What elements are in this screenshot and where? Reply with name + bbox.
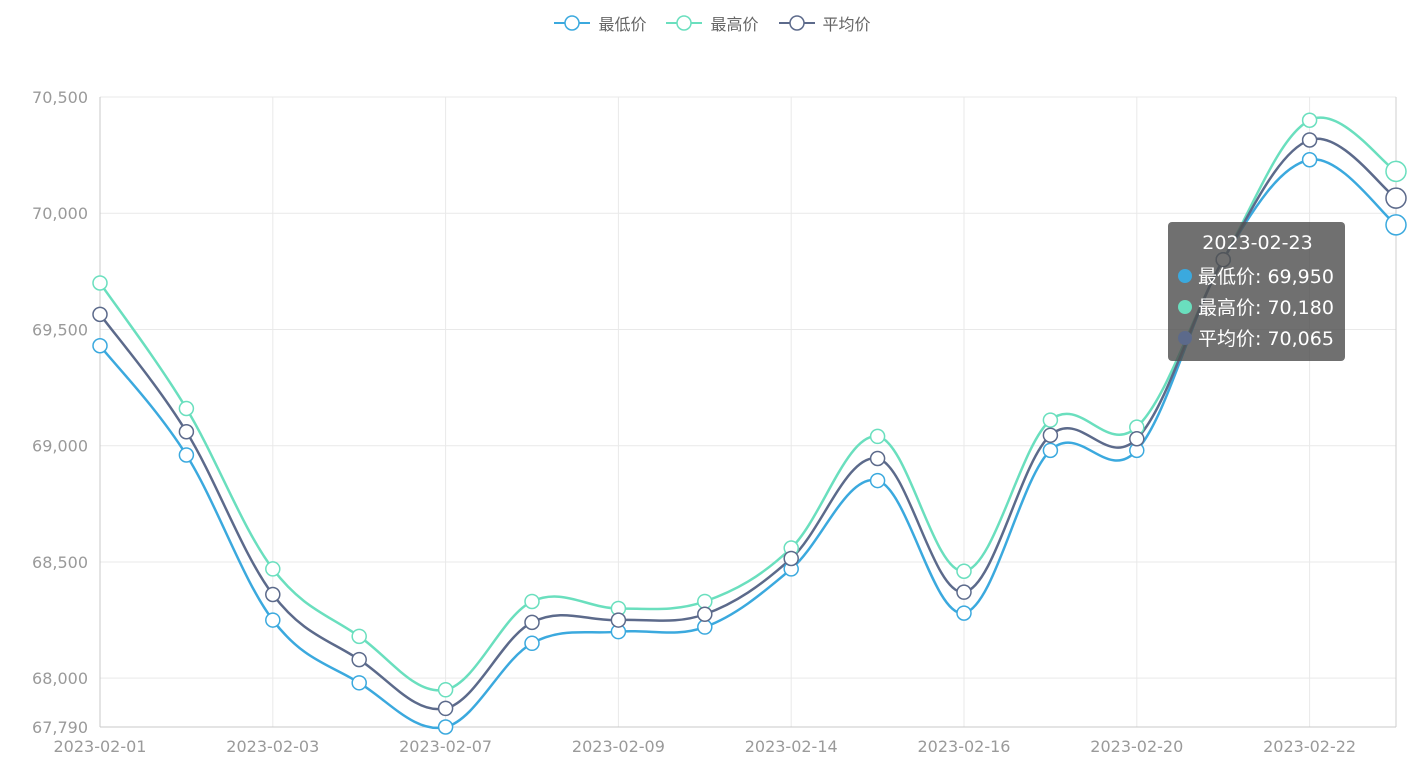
data-point-avg (697, 606, 713, 623)
legend-avg-icon (778, 15, 815, 31)
legend-item-avg[interactable]: 平均价 (777, 10, 871, 36)
chart-legend: 最低价 最高价 平均价 (0, 10, 1423, 36)
legend-label-min: 最低价 (598, 15, 647, 34)
tooltip: 2023-02-23 最低价: 69,950 最高价: 70,180 平均价: … (1168, 222, 1345, 361)
data-point-min (869, 472, 886, 489)
tooltip-row-avg: 平均价: 70,065 (1178, 322, 1337, 353)
data-point-max (351, 628, 367, 645)
x-tick-label: 2023-02-22 (1263, 737, 1356, 756)
data-point-avg (783, 550, 799, 567)
data-point-max (178, 400, 195, 417)
x-tick-label: 2023-02-03 (226, 737, 319, 756)
data-point-min (697, 619, 713, 635)
tooltip-title: 2023-02-23 (1202, 232, 1313, 254)
data-point-min (178, 447, 195, 463)
y-tick-label: 70,000 (32, 204, 88, 223)
data-point-min (92, 337, 108, 354)
data-point-min (265, 612, 281, 628)
tooltip-max-dot-icon (1178, 299, 1192, 314)
data-point-min (437, 719, 454, 735)
data-point-avg (178, 424, 195, 440)
data-point-avg (869, 450, 886, 467)
y-tick-label: 67,790 (32, 718, 88, 737)
tooltip-max-value: 最高价: 70,180 (1198, 297, 1334, 319)
x-tick-label: 2023-02-07 (399, 737, 492, 756)
series-layer (98, 116, 1397, 730)
legend-min-icon (554, 15, 591, 31)
data-point-avg (1301, 132, 1318, 148)
data-point-max (92, 275, 108, 291)
y-tick-label: 68,500 (32, 553, 88, 572)
data-point-max (265, 561, 281, 577)
y-tick-label: 69,500 (32, 320, 88, 339)
x-tick-label: 2023-02-16 (918, 737, 1011, 756)
legend-item-min[interactable]: 最低价 (552, 10, 646, 36)
data-point-avg (92, 306, 108, 323)
data-point-max (956, 563, 972, 579)
tooltip-avg-value: 平均价: 70,065 (1198, 328, 1334, 350)
data-point-avg (610, 612, 627, 628)
x-tick-label: 2023-02-14 (745, 737, 838, 756)
y-tick-label: 68,000 (32, 669, 88, 688)
data-point-min (351, 675, 367, 691)
data-point-max (437, 682, 454, 698)
data-point-min (524, 635, 540, 652)
tooltip-row-max: 最高价: 70,180 (1178, 291, 1337, 322)
axis-layer: 67,790 68,000 68,500 69,000 69,500 70,000 70,5… (32, 88, 1396, 756)
data-point-min (956, 605, 972, 621)
data-point-max (1042, 412, 1059, 428)
data-point-avg (1129, 430, 1145, 447)
data-point-avg (265, 586, 281, 603)
data-point-max (1301, 112, 1318, 128)
data-point-max (1385, 160, 1407, 183)
tooltip-min-value: 最低价: 69,950 (1198, 266, 1334, 288)
data-point-min (1301, 152, 1318, 168)
data-point-avg (437, 700, 454, 717)
data-point-avg (524, 614, 540, 631)
data-point-avg (956, 584, 972, 600)
data-point-avg (1385, 187, 1407, 209)
data-point-min (1042, 442, 1059, 459)
legend-label-max: 最高价 (710, 15, 759, 34)
grid-layer (100, 96, 1397, 727)
y-tick-label: 69,000 (32, 437, 88, 456)
legend-max-icon (666, 15, 703, 31)
legend-label-avg: 平均价 (822, 15, 871, 34)
tooltip-row-min: 最低价: 69,950 (1178, 260, 1337, 291)
data-point-min (1385, 214, 1407, 236)
data-point-avg (1042, 427, 1059, 443)
data-point-max (697, 593, 713, 610)
tooltip-min-dot-icon (1178, 268, 1192, 283)
x-tick-label: 2023-02-09 (572, 737, 665, 756)
legend-item-max[interactable]: 最高价 (664, 10, 759, 36)
tooltip-avg-dot-icon (1178, 330, 1192, 345)
data-point-avg (351, 651, 367, 668)
data-point-max (524, 593, 540, 610)
y-tick-label: 70,500 (32, 88, 88, 107)
x-tick-label: 2023-02-01 (54, 737, 147, 756)
data-point-max (869, 428, 886, 445)
x-tick-label: 2023-02-20 (1090, 737, 1183, 756)
